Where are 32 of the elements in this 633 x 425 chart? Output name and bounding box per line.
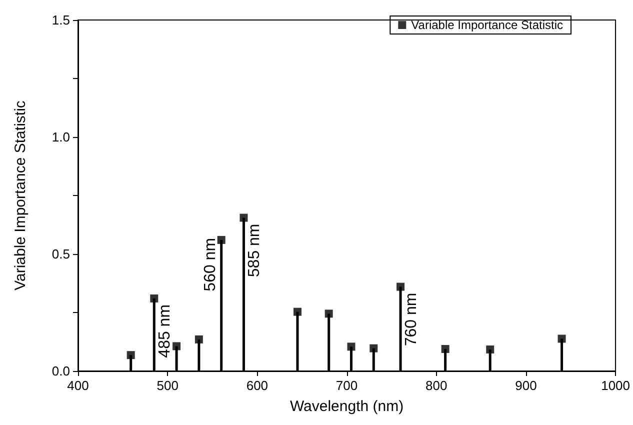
point [441, 345, 450, 354]
x-tick-label: 800 [426, 378, 448, 393]
y-tick-label: 1.5 [52, 12, 70, 28]
legend-label: Variable Importance Statistic [411, 18, 564, 32]
point [324, 310, 333, 318]
point [293, 308, 302, 316]
y-tick-label: 1.0 [52, 130, 70, 144]
point [126, 351, 135, 360]
x-tick-label: 500 [156, 378, 178, 393]
point [396, 282, 405, 291]
point [347, 342, 356, 351]
point [486, 345, 494, 354]
x-tick-label: 1000 [601, 378, 630, 393]
point [558, 334, 566, 343]
annotation: 485 nm [156, 304, 174, 358]
annotation: 560 nm [202, 238, 219, 292]
x-tick-label: 600 [246, 378, 268, 393]
x-tick-label: 700 [336, 378, 358, 393]
y-tick-label: 0.5 [52, 246, 70, 262]
y-tick-label: 0.0 [52, 364, 70, 378]
point [172, 342, 181, 350]
x-tick-label: 400 [67, 378, 89, 393]
point [240, 214, 248, 222]
annotation: 585 nm [246, 224, 264, 278]
annotation: 760 nm [403, 292, 420, 346]
point [217, 236, 226, 244]
x-axis-title: Wavelength (nm) [290, 398, 404, 415]
point [194, 335, 203, 344]
point [370, 344, 378, 352]
point [150, 294, 158, 302]
y-axis-title: Variable Importance Statistic [12, 100, 29, 290]
x-tick-label: 900 [515, 378, 537, 393]
